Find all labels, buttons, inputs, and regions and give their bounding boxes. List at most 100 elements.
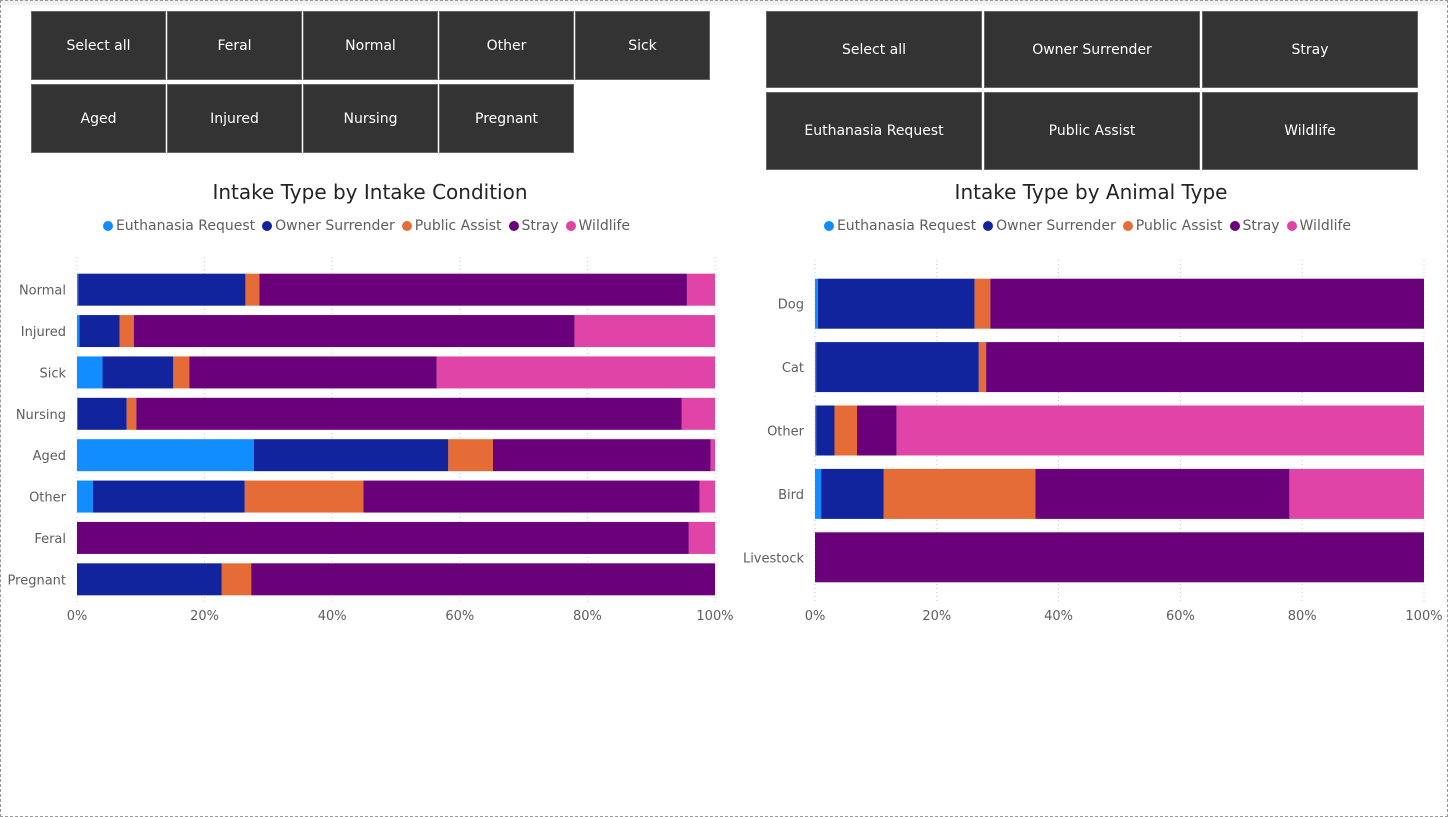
slicer-button-public-assist[interactable]: Public Assist [984, 92, 1200, 170]
bar-segment-dog-euthanasia-request[interactable] [815, 278, 819, 329]
legend-marker [508, 221, 519, 231]
legend-item-wildlife[interactable]: Wildlife [1286, 218, 1351, 234]
bar-segment-other-euthanasia-request[interactable] [815, 405, 817, 456]
top-strip [0, 0, 1448, 5]
bar-segment-dog-public-assist[interactable] [974, 278, 991, 329]
bar-segment-bird-stray[interactable] [1035, 468, 1290, 519]
bar-segment-bird-euthanasia-request[interactable] [815, 468, 822, 519]
slicer-button-normal[interactable]: Normal [303, 11, 438, 80]
bar-segment-nursing-wildlife[interactable] [681, 397, 715, 430]
bar-segment-feral-wildlife[interactable] [688, 521, 715, 554]
bar-segment-livestock-stray[interactable] [815, 532, 1424, 583]
bar-segment-dog-owner-surrender[interactable] [818, 278, 975, 329]
bar-segment-injured-wildlife[interactable] [574, 315, 715, 348]
bar-segment-injured-stray[interactable] [133, 315, 575, 348]
slicer-button-euthanasia-request[interactable]: Euthanasia Request [766, 92, 982, 170]
legend-item-stray[interactable]: Stray [1229, 218, 1280, 234]
slicer-button-pregnant[interactable]: Pregnant [439, 84, 574, 153]
legend-item-public-assist[interactable]: Public Assist [401, 218, 502, 234]
bar-segment-other-owner-surrender[interactable] [816, 405, 835, 456]
bar-segment-nursing-public-assist[interactable] [126, 397, 137, 430]
bar-segment-other-public-assist[interactable] [834, 405, 858, 456]
bar-segment-injured-owner-surrender[interactable] [79, 315, 120, 348]
bar-segment-sick-stray[interactable] [189, 356, 437, 389]
x-tick-label: 100% [1405, 609, 1442, 624]
bar-segment-aged-wildlife[interactable] [710, 439, 715, 472]
bar-segment-bird-public-assist[interactable] [883, 468, 1036, 519]
bar-segment-dog-stray[interactable] [990, 278, 1424, 329]
bar-segment-cat-public-assist[interactable] [978, 342, 987, 393]
bar-segment-other-wildlife[interactable] [699, 480, 715, 513]
legend-label: Euthanasia Request [836, 218, 977, 234]
slicer-button-wildlife[interactable]: Wildlife [1202, 92, 1418, 170]
y-category-label: Other [29, 491, 67, 506]
bar-segment-pregnant-public-assist[interactable] [221, 563, 252, 596]
bar-segment-aged-stray[interactable] [492, 439, 711, 472]
slicer-button-other-condition[interactable]: Other [439, 11, 574, 80]
bar-segment-other-wildlife[interactable] [896, 405, 1424, 456]
bar-segment-injured-public-assist[interactable] [119, 315, 134, 348]
x-tick-label: 80% [1288, 609, 1317, 624]
x-tick-label: 40% [1044, 609, 1073, 624]
intake-condition-slicer: Select all Feral Normal Other Sick Aged … [31, 11, 711, 153]
bar-segment-other-stray[interactable] [363, 480, 700, 513]
bar-segment-normal-wildlife[interactable] [686, 273, 715, 306]
bar-segment-pregnant-stray[interactable] [251, 563, 715, 596]
slicer-button-injured[interactable]: Injured [167, 84, 302, 153]
bar-segment-nursing-euthanasia-request[interactable] [77, 397, 78, 430]
legend-item-euthanasia-request[interactable]: Euthanasia Request [823, 218, 977, 234]
y-category-label: Injured [21, 325, 66, 340]
y-category-label: Sick [39, 366, 66, 381]
legend-item-stray[interactable]: Stray [508, 218, 559, 234]
bar-segment-bird-wildlife[interactable] [1289, 468, 1424, 519]
legend-item-owner-surrender[interactable]: Owner Surrender [262, 218, 395, 234]
x-tick-label: 60% [445, 609, 474, 624]
bar-segment-pregnant-owner-surrender[interactable] [77, 563, 222, 596]
legend-marker [1286, 221, 1297, 231]
bar-segment-sick-euthanasia-request[interactable] [77, 356, 103, 389]
y-category-label: Feral [34, 532, 66, 547]
bar-segment-cat-euthanasia-request[interactable] [815, 342, 817, 393]
legend-item-public-assist[interactable]: Public Assist [1122, 218, 1223, 234]
bar-segment-nursing-stray[interactable] [136, 397, 682, 430]
slicer-button-select-all-type[interactable]: Select all [766, 11, 982, 88]
bar-segment-normal-euthanasia-request[interactable] [77, 273, 79, 306]
slicer-button-feral[interactable]: Feral [167, 11, 302, 80]
slicer-button-aged[interactable]: Aged [31, 84, 166, 153]
bar-segment-other-euthanasia-request[interactable] [77, 480, 93, 513]
slicer-button-stray[interactable]: Stray [1202, 11, 1418, 88]
x-tick-label: 20% [190, 609, 219, 624]
bar-segment-sick-owner-surrender[interactable] [102, 356, 174, 389]
bar-segment-sick-public-assist[interactable] [173, 356, 190, 389]
bar-segment-other-public-assist[interactable] [244, 480, 364, 513]
slicer-button-sick[interactable]: Sick [575, 11, 710, 80]
bar-segment-aged-owner-surrender[interactable] [253, 439, 449, 472]
legend-label: Wildlife [578, 218, 631, 234]
legend-item-wildlife[interactable]: Wildlife [565, 218, 631, 234]
legend-label: Euthanasia Request [115, 218, 256, 234]
bar-segment-cat-owner-surrender[interactable] [816, 342, 979, 393]
bar-segment-normal-stray[interactable] [259, 273, 687, 306]
legend-label: Owner Surrender [996, 218, 1116, 234]
bar-segment-bird-owner-surrender[interactable] [821, 468, 884, 519]
bar-segment-normal-public-assist[interactable] [245, 273, 260, 306]
slicer-button-select-all-condition[interactable]: Select all [31, 11, 166, 80]
slicer-button-owner-surrender[interactable]: Owner Surrender [984, 11, 1200, 88]
bar-segment-aged-public-assist[interactable] [448, 439, 493, 472]
x-tick-label: 60% [1166, 609, 1195, 624]
legend-item-owner-surrender[interactable]: Owner Surrender [983, 218, 1116, 234]
bar-segment-feral-stray[interactable] [77, 521, 689, 554]
bar-segment-injured-euthanasia-request[interactable] [77, 315, 80, 348]
slicer-button-nursing[interactable]: Nursing [303, 84, 438, 153]
bar-segment-other-owner-surrender[interactable] [92, 480, 245, 513]
bar-segment-aged-euthanasia-request[interactable] [77, 439, 254, 472]
bar-segment-sick-wildlife[interactable] [436, 356, 715, 389]
x-tick-label: 20% [922, 609, 951, 624]
legend-item-euthanasia-request[interactable]: Euthanasia Request [102, 218, 256, 234]
chart-animal-type: Intake Type by Animal Type Euthanasia Re… [738, 175, 1444, 635]
bar-segment-cat-stray[interactable] [986, 342, 1424, 393]
y-category-label: Normal [19, 284, 66, 299]
bar-segment-other-stray[interactable] [857, 405, 897, 456]
bar-segment-normal-owner-surrender[interactable] [78, 273, 246, 306]
bar-segment-nursing-owner-surrender[interactable] [77, 397, 127, 430]
